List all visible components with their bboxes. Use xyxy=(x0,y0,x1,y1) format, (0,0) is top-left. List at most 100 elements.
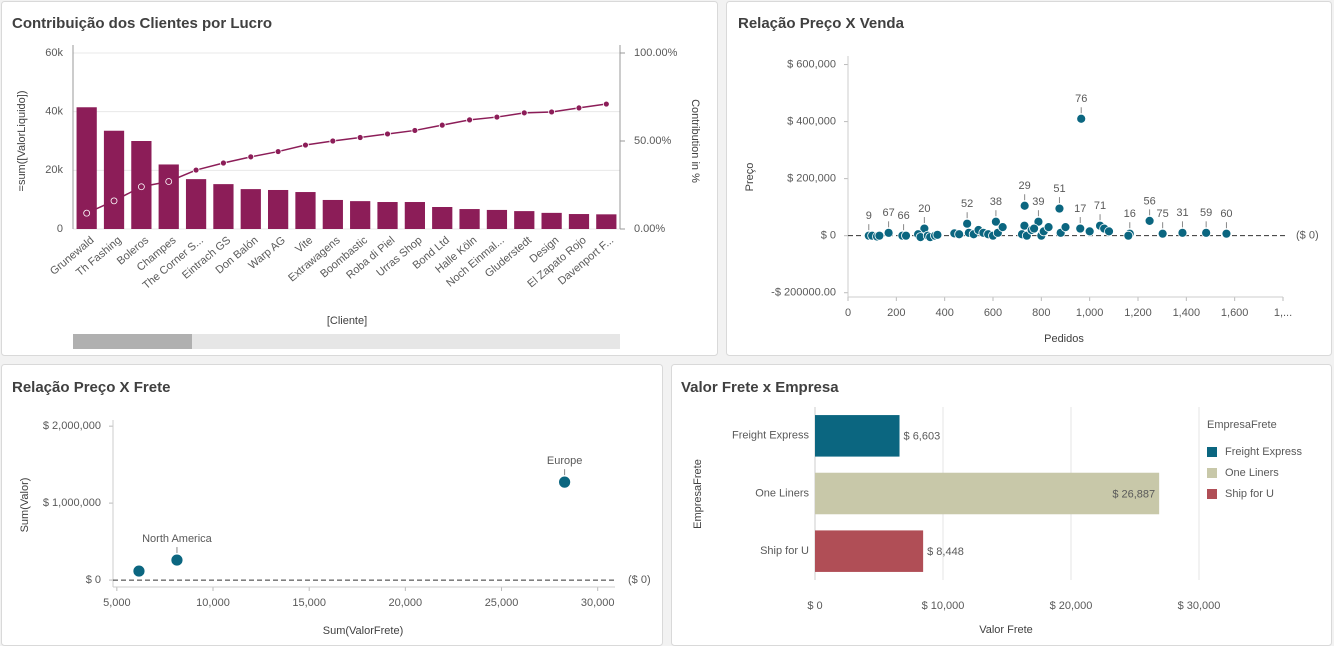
y-tick-label: $ 400,000 xyxy=(787,116,836,128)
point-label: 75 xyxy=(1157,208,1169,220)
point-label: 59 xyxy=(1200,207,1212,219)
x-axis-title: Pedidos xyxy=(1044,333,1084,345)
point xyxy=(1104,226,1114,237)
line-marker xyxy=(137,183,145,191)
chart-title: Relação Preço X Venda xyxy=(738,15,905,32)
bar xyxy=(815,415,900,457)
line-marker xyxy=(165,178,173,185)
point xyxy=(997,222,1008,233)
point-label: 38 xyxy=(990,196,1002,208)
point-label: 17 xyxy=(1074,203,1086,215)
scrollbar[interactable] xyxy=(73,334,620,349)
panel xyxy=(726,1,1332,356)
point-label: 60 xyxy=(1220,208,1232,220)
point xyxy=(1144,215,1155,226)
point xyxy=(1076,113,1087,124)
point xyxy=(1221,228,1232,239)
y-tick-label: $ 200,000 xyxy=(787,173,836,185)
line-marker xyxy=(411,127,419,134)
y-tick-label: Ship for U xyxy=(760,545,809,557)
x-tick-label: 1,... xyxy=(1274,307,1292,319)
point xyxy=(1033,216,1044,227)
line-marker xyxy=(192,166,200,174)
x-tick-label: 5,000 xyxy=(103,597,131,609)
x-tick-label: 30,000 xyxy=(581,597,615,609)
x-tick-label: $ 20,000 xyxy=(1050,600,1093,612)
point xyxy=(1075,223,1086,234)
x-tick-label: $ 10,000 xyxy=(922,600,965,612)
point-label: 9 xyxy=(866,210,872,222)
line-marker xyxy=(83,209,91,217)
point xyxy=(1060,222,1071,233)
chart-title: Contribuição dos Clientes por Lucro xyxy=(12,15,272,32)
legend-label: Ship for U xyxy=(1225,488,1274,500)
line-marker xyxy=(110,197,118,205)
line-marker xyxy=(384,130,391,138)
y-axis-title: =sum([ValorLiquido]) xyxy=(16,91,28,192)
y-tick-label: $ 2,000,000 xyxy=(43,420,101,432)
legend-label: Freight Express xyxy=(1225,446,1303,458)
point xyxy=(901,230,911,241)
x-tick-label: 800 xyxy=(1032,307,1050,319)
bar xyxy=(815,530,924,572)
legend-swatch xyxy=(1207,489,1217,499)
point xyxy=(1043,222,1054,233)
y2-axis-title: Contribution in % xyxy=(689,99,701,183)
y2-tick-label: 100.00% xyxy=(634,47,678,59)
y-axis-title: Sum(Valor) xyxy=(19,478,31,533)
legend-swatch xyxy=(1207,447,1217,457)
x-tick-label: 1,200 xyxy=(1124,307,1152,319)
bar xyxy=(596,214,617,229)
point xyxy=(991,216,1001,227)
point xyxy=(1019,200,1030,211)
point xyxy=(170,553,184,567)
point xyxy=(1084,226,1095,237)
point-label: 52 xyxy=(961,198,973,210)
x-axis-title: Sum(ValorFrete) xyxy=(323,625,403,637)
point-label: 51 xyxy=(1053,183,1065,195)
point-label: North America xyxy=(142,533,213,545)
line-marker xyxy=(356,134,364,141)
point-label: 67 xyxy=(882,207,894,219)
x-tick-label: 400 xyxy=(935,307,953,319)
y-tick-label: -$ 200000.00 xyxy=(771,287,836,299)
scrollbar-thumb[interactable] xyxy=(73,334,192,349)
x-tick-label: 1,400 xyxy=(1173,307,1201,319)
legend-swatch xyxy=(1207,468,1217,478)
x-tick-label: 0 xyxy=(845,307,851,319)
y-tick-label: 0 xyxy=(57,223,63,235)
bar xyxy=(486,209,508,229)
point-label: 31 xyxy=(1176,207,1188,219)
reference-label: ($ 0) xyxy=(1296,230,1319,242)
y-tick-label: Freight Express xyxy=(732,430,810,442)
legend-label: One Liners xyxy=(1225,467,1279,479)
point-label: Europe xyxy=(547,455,582,467)
bar xyxy=(103,130,125,229)
bar xyxy=(377,202,398,229)
bar xyxy=(541,212,562,229)
panel xyxy=(1,1,718,356)
line-marker xyxy=(329,137,337,145)
x-tick-label: 10,000 xyxy=(196,597,230,609)
line-marker xyxy=(302,141,309,149)
y-tick-label: $ 600,000 xyxy=(787,58,836,70)
value-label: $ 8,448 xyxy=(927,546,964,558)
y-tick-label: 20k xyxy=(45,164,63,176)
bar xyxy=(268,189,289,229)
bar xyxy=(514,211,535,229)
bar xyxy=(459,209,480,229)
y2-tick-label: 0.00% xyxy=(634,223,665,235)
point-label: 56 xyxy=(1143,195,1155,207)
bar xyxy=(568,214,590,229)
line-marker xyxy=(466,116,473,124)
x-tick-label: 25,000 xyxy=(485,597,519,609)
line-marker xyxy=(247,153,255,161)
point-label: 71 xyxy=(1094,200,1106,212)
x-tick-label: 1,000 xyxy=(1076,307,1104,319)
bar xyxy=(76,107,97,229)
point xyxy=(1157,228,1168,239)
value-label: $ 26,887 xyxy=(1112,488,1155,500)
point-label: 66 xyxy=(897,210,909,222)
y-tick-label: 40k xyxy=(45,106,63,118)
